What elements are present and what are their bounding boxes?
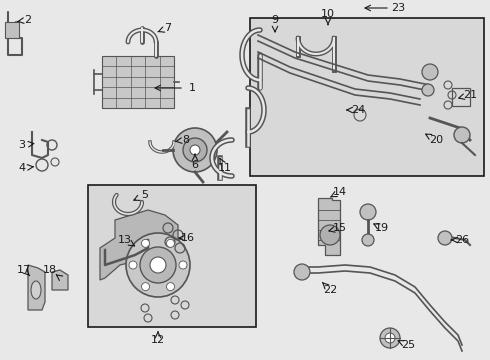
Circle shape (362, 234, 374, 246)
Text: 14: 14 (333, 187, 347, 197)
Polygon shape (100, 210, 178, 280)
Text: 24: 24 (351, 105, 365, 115)
Text: 10: 10 (321, 9, 335, 19)
Circle shape (422, 64, 438, 80)
Text: 21: 21 (463, 90, 477, 100)
Circle shape (320, 225, 340, 245)
Text: 11: 11 (218, 163, 232, 173)
Polygon shape (52, 270, 68, 290)
Circle shape (140, 247, 176, 283)
Circle shape (129, 261, 137, 269)
Text: 13: 13 (118, 235, 132, 245)
Text: 15: 15 (333, 223, 347, 233)
Text: 5: 5 (142, 190, 148, 200)
Circle shape (438, 231, 452, 245)
Circle shape (150, 257, 166, 273)
Text: 18: 18 (43, 265, 57, 275)
Circle shape (126, 233, 190, 297)
Circle shape (167, 283, 174, 291)
Circle shape (360, 204, 376, 220)
Bar (250, 18, 484, 176)
Text: 23: 23 (391, 3, 405, 13)
Bar (452, 88, 470, 106)
Bar (102, 56, 174, 108)
Polygon shape (28, 265, 45, 310)
Circle shape (380, 328, 400, 348)
Text: 9: 9 (271, 15, 278, 25)
Ellipse shape (31, 281, 41, 299)
Circle shape (190, 145, 200, 155)
Circle shape (422, 84, 434, 96)
Text: 19: 19 (375, 223, 389, 233)
Circle shape (142, 239, 149, 247)
Circle shape (294, 264, 310, 280)
Text: 12: 12 (151, 335, 165, 345)
Text: 26: 26 (455, 235, 469, 245)
Text: 2: 2 (24, 15, 31, 25)
Text: 20: 20 (429, 135, 443, 145)
Circle shape (142, 283, 149, 291)
Text: 1: 1 (189, 83, 196, 93)
Text: 17: 17 (17, 265, 31, 275)
Polygon shape (318, 198, 340, 255)
Text: 3: 3 (19, 140, 25, 150)
Circle shape (167, 239, 174, 247)
Circle shape (454, 127, 470, 143)
Text: 7: 7 (165, 23, 172, 33)
Text: 6: 6 (192, 160, 198, 170)
Bar (88, 185, 256, 327)
Text: 22: 22 (323, 285, 337, 295)
Text: 8: 8 (182, 135, 190, 145)
Circle shape (385, 333, 395, 343)
Text: 4: 4 (19, 163, 25, 173)
Bar (5, 22, 19, 38)
Text: 16: 16 (181, 233, 195, 243)
Text: 25: 25 (401, 340, 415, 350)
Circle shape (179, 261, 187, 269)
Circle shape (173, 128, 217, 172)
Circle shape (183, 138, 207, 162)
